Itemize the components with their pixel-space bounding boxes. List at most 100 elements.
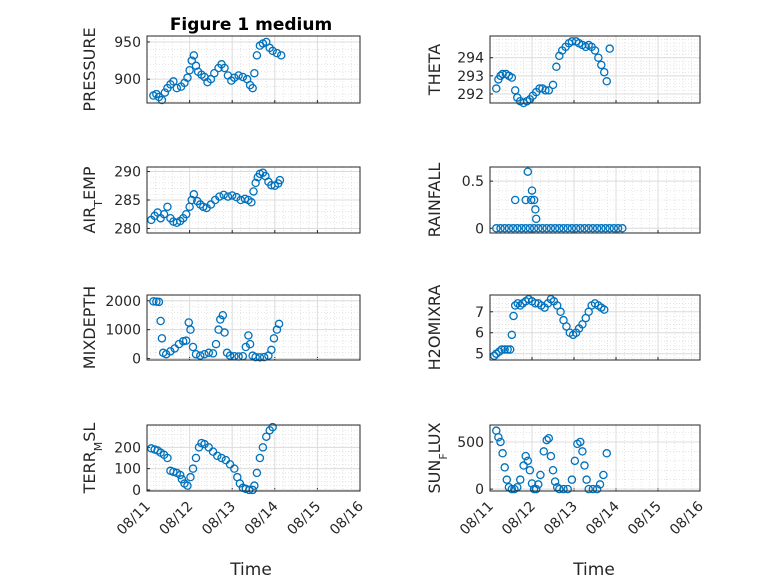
panel-7-data-point [546, 451, 556, 461]
panel-4-y-tick-label: 1000 [105, 323, 141, 339]
panel-3-data-point [571, 224, 581, 233]
panel-4-data-point [225, 351, 235, 360]
panel-6-x-tick-label: 08/16 [327, 498, 367, 538]
panel-2-data-point [215, 192, 224, 201]
panel-7-data-point [559, 484, 568, 494]
panel-4-data-point [170, 344, 179, 353]
panel-7-data-point [536, 470, 545, 480]
panel-4-data-point [218, 310, 228, 320]
panel-6-data-point [262, 432, 271, 441]
panel-0-data-point [185, 65, 194, 75]
panel-4-data-point [195, 351, 205, 360]
panel-7-y-axis-label: SUNFLUX [425, 422, 450, 493]
panel-6-x-tick-label: 08/11 [114, 499, 154, 539]
panel-4-data-point [186, 325, 195, 334]
panel-4-y-tick-label: 0 [132, 352, 141, 368]
panel-3-data-point [605, 224, 614, 233]
panel-7-data-point [525, 466, 535, 475]
panel-7-data-point [602, 449, 612, 458]
panel-5-y-tick-label: 7 [475, 305, 484, 321]
panel-0-data-point [169, 77, 178, 86]
panel-5-data-point [531, 299, 540, 308]
panel-3-y-axis-label: RAINFALL [425, 163, 444, 238]
panel-3-data-point [592, 224, 602, 233]
panel-2-y-axis-label: AIRTEMP [80, 166, 105, 233]
panel-7-data-point [584, 484, 593, 494]
panel-3-data-point [534, 224, 543, 233]
panel-7-data-point [539, 447, 549, 456]
panel-5-data-point [489, 351, 499, 361]
panel-2-data-point [206, 200, 216, 209]
panel-0-data-point [276, 51, 286, 60]
panel-4-data-point [216, 315, 225, 324]
panel-3-data-point [597, 224, 606, 233]
panel-5-axes-box [489, 294, 701, 361]
x-axis-label-right: Time [572, 560, 615, 580]
panel-0-y-axis-label: PRESSURE [80, 27, 99, 111]
panel-3-data-point [588, 224, 598, 233]
panel-3-data-point [526, 195, 536, 205]
panel-3-data-point [529, 195, 539, 205]
panel-3-data-point [555, 224, 564, 233]
panel-0-data-point [183, 73, 192, 82]
panel-3-data-point [500, 224, 509, 233]
panel-2-data-point [249, 187, 258, 196]
panel-0-data-point [234, 71, 243, 80]
panel-0-data-point [272, 48, 282, 58]
panel-0-axes-box [146, 35, 361, 104]
panel-3-data-point [531, 214, 541, 224]
panel-6-data-point [191, 453, 201, 463]
panel-7-x-tick-label: 08/15 [625, 499, 665, 539]
panel-0-y-tick-label: 950 [114, 35, 141, 51]
panel-1-data-point [552, 62, 561, 72]
panel-6-data-point [177, 475, 187, 484]
panel-6-data-point [188, 464, 198, 473]
panel-2-data-point [189, 190, 199, 199]
panel-7-data-point [567, 475, 577, 484]
panel-3-data-point [576, 224, 585, 233]
panel-7-data-point [578, 447, 587, 456]
panel-4-data-point [255, 353, 265, 362]
panel-0-data-point [157, 95, 167, 105]
panel-0-data-point [220, 63, 229, 73]
panel-3-data-point [529, 224, 539, 233]
panel-3-data-point [521, 224, 530, 233]
panel-5-data-point [513, 299, 522, 308]
panel-6-y-axis-label: TERRMSL [80, 423, 105, 495]
panel-3-data-point [580, 224, 589, 233]
panel-4-data-point [244, 331, 253, 340]
panel-3-data-point [609, 224, 619, 233]
panel-7-x-tick-label: 08/12 [499, 499, 539, 539]
panel-6-axes-box [146, 424, 361, 492]
panel-2-data-point [227, 191, 237, 200]
panel-2-data-point [247, 198, 256, 207]
panel-6-y-tick-label: 200 [114, 440, 141, 456]
panel-1-y-tick-label: 293 [457, 69, 484, 85]
panel-4-data-point [220, 328, 229, 337]
panel-5-data-point [497, 345, 507, 354]
panel-3-data-point [563, 224, 572, 233]
panel-7-data-point [588, 484, 598, 494]
panel-3-data-point [542, 224, 551, 233]
panel-3-y-tick-label: 0 [475, 221, 484, 237]
panel-3-data-point [550, 224, 560, 233]
panel-7-y-tick-label: 500 [457, 435, 484, 451]
panel-4-data-point [245, 339, 255, 349]
panel-3-data-point [517, 224, 526, 233]
panel-0-data-point [210, 68, 219, 78]
panel-6-data-point [255, 453, 265, 463]
panel-3-data-point [613, 224, 623, 233]
panel-7-axes-box [489, 424, 701, 492]
panel-5-data-point [599, 305, 609, 314]
panel-6-data-point [252, 468, 262, 478]
panel-0-data-point [172, 83, 182, 93]
panel-6-data-point [213, 451, 222, 461]
panel-2-data-point [187, 195, 196, 205]
panel-1-data-point [492, 84, 501, 93]
panel-5-data-point [515, 301, 525, 310]
panel-4-data-point [154, 297, 164, 307]
panel-7-data-point [496, 437, 505, 447]
panel-0-y-tick-label: 900 [114, 72, 141, 88]
panel-4-data-point [269, 334, 279, 343]
